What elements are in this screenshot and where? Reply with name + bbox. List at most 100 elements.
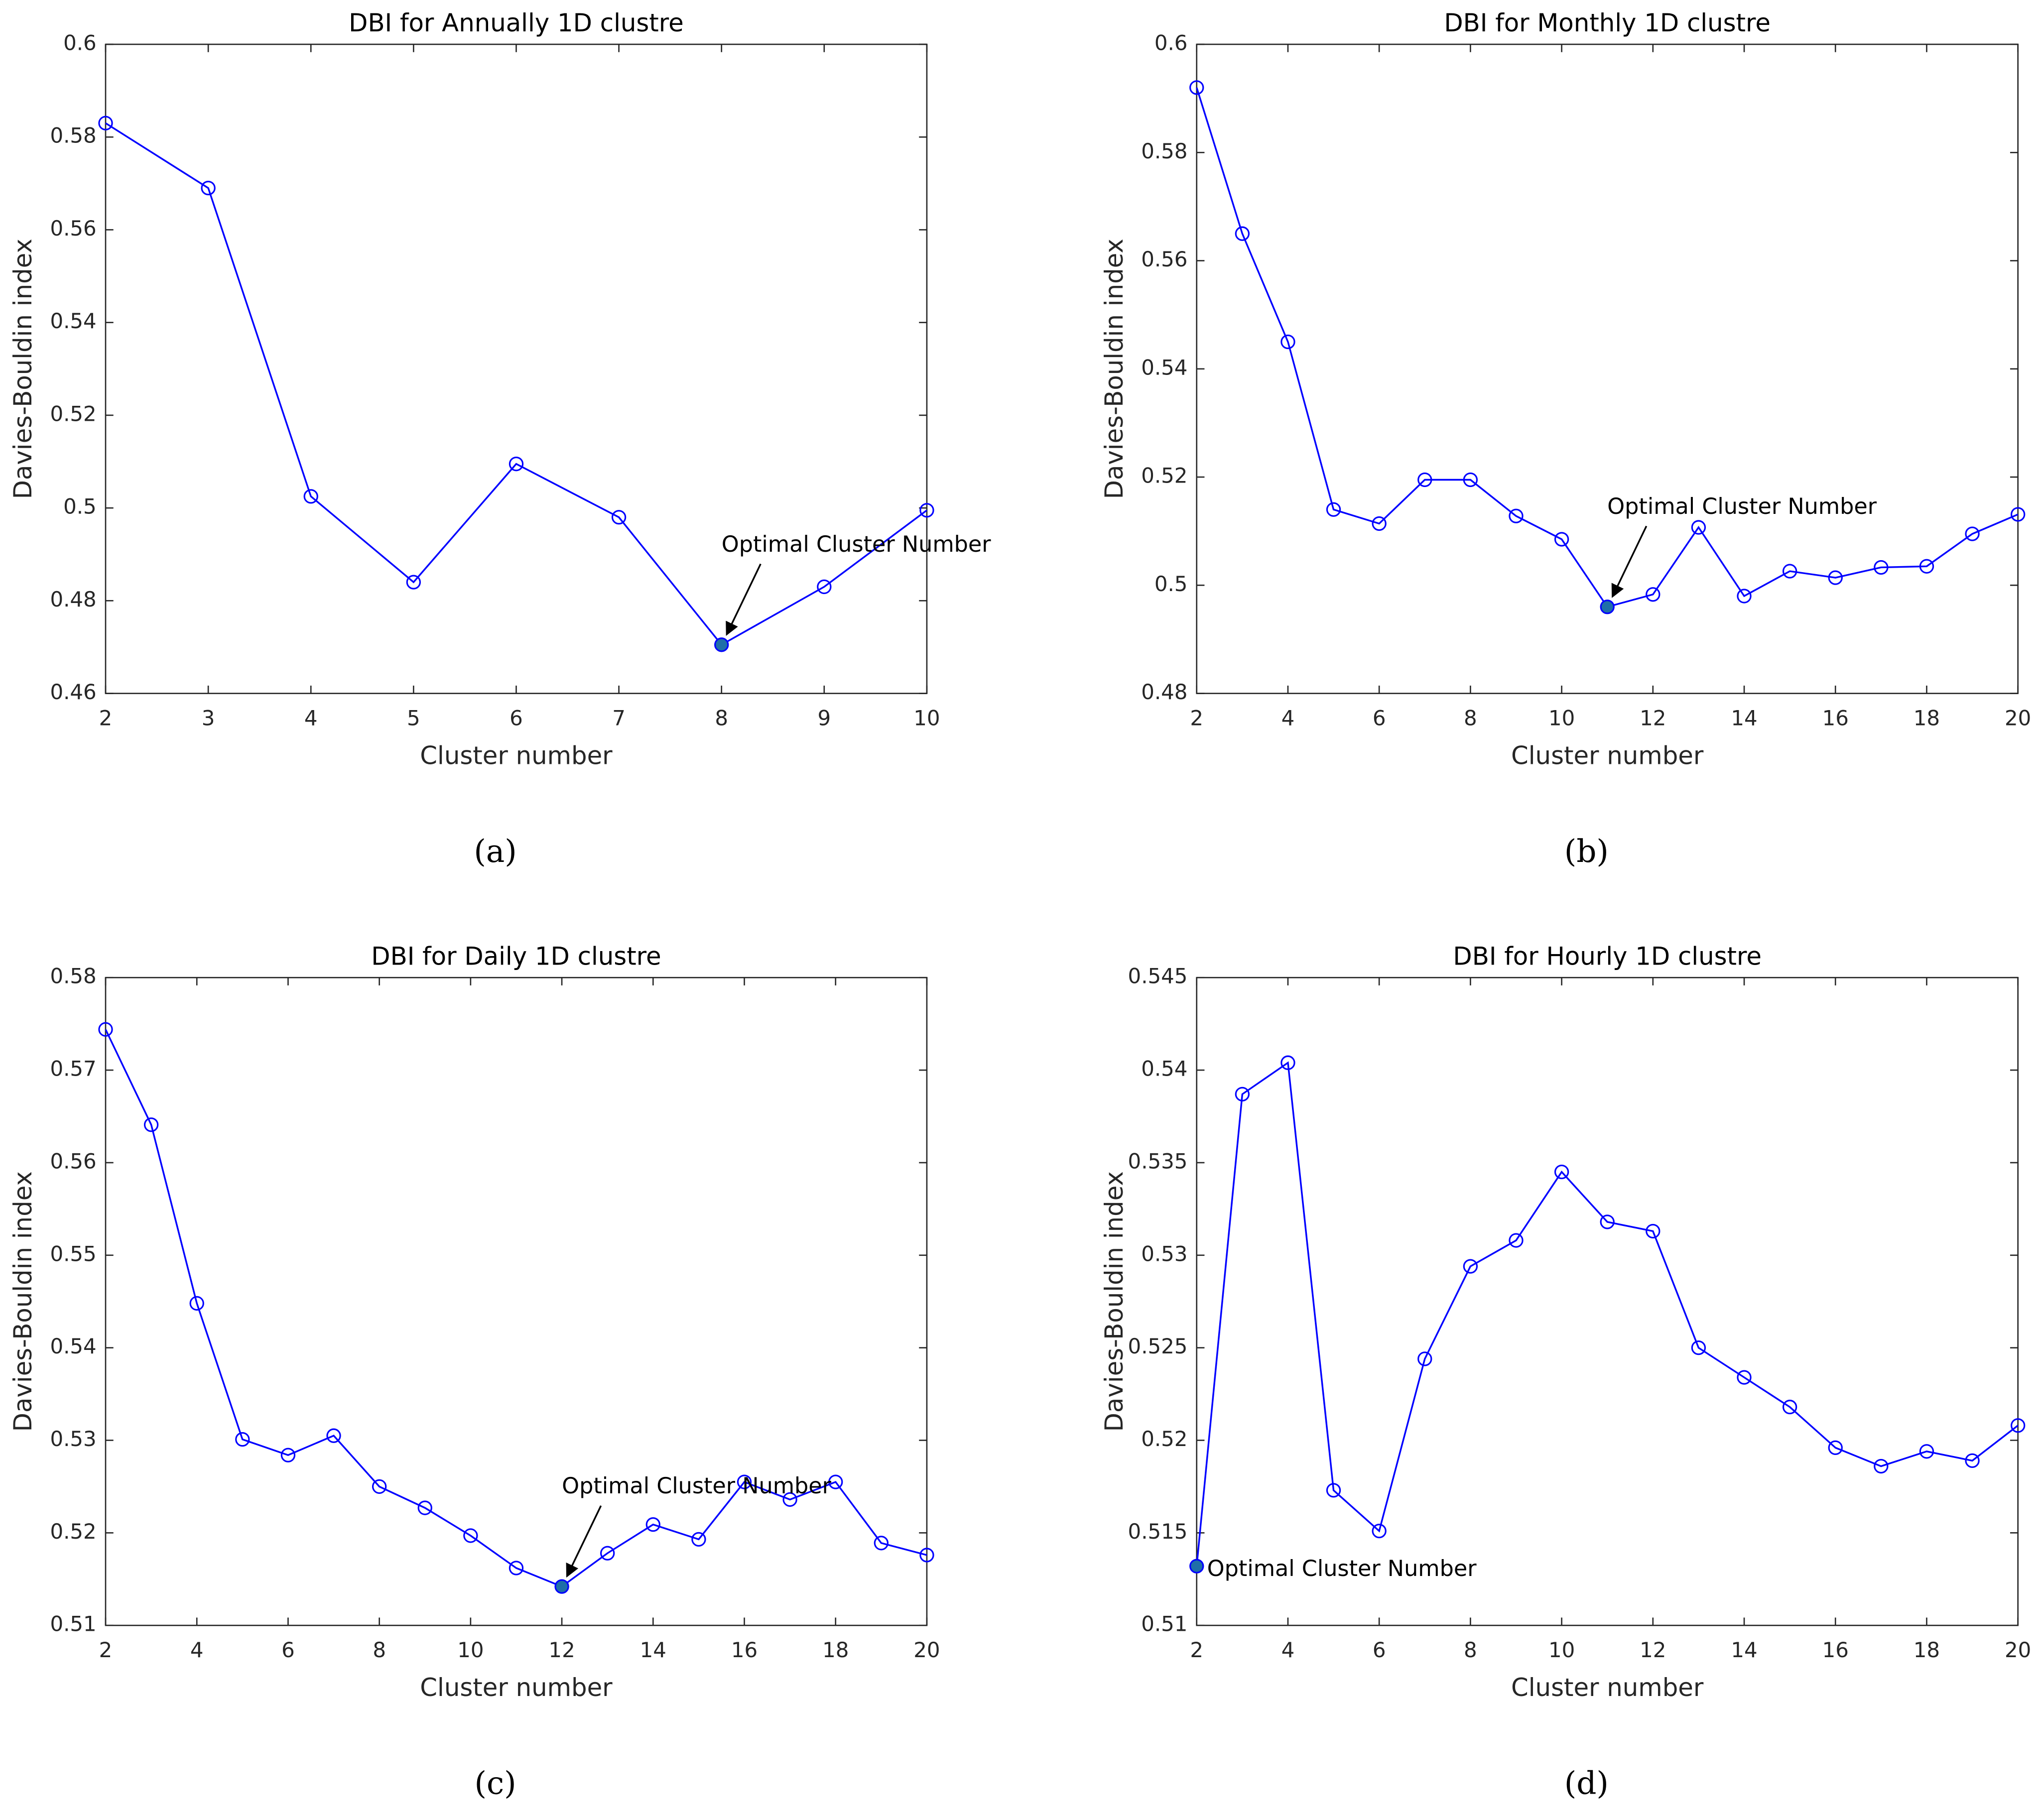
x-tick-label: 8 — [373, 1638, 386, 1662]
caption: (b) — [1564, 833, 1609, 869]
annotation-arrow — [566, 1505, 602, 1578]
y-tick-label: 0.52 — [50, 1519, 96, 1544]
x-axis-label: Cluster number — [420, 1673, 613, 1702]
data-point — [1874, 1458, 1889, 1474]
data-point — [2010, 507, 2026, 522]
x-tick-label: 3 — [202, 706, 215, 730]
y-tick-label: 0.53 — [1141, 1241, 1187, 1266]
y-tick-label: 0.52 — [1141, 464, 1187, 488]
data-point — [1828, 570, 1843, 585]
data-point — [1235, 1087, 1250, 1102]
data-point — [1417, 472, 1432, 487]
data-point — [189, 1296, 204, 1311]
x-tick-label: 2 — [99, 1638, 113, 1662]
chart-title: DBI for Hourly 1D clustre — [1453, 942, 1762, 970]
y-tick-label: 0.6 — [63, 30, 97, 55]
data-point — [1782, 564, 1797, 579]
plot-area — [105, 976, 928, 1626]
data-point — [828, 1474, 843, 1489]
panel: 2 4 6 8 10 12 14 16 18 20 0.51 0.52 0.53 0.54 0.55 0.56… — [8, 942, 940, 1801]
x-tick-label: 10 — [1548, 1638, 1575, 1662]
annotation: Optimal Cluster Number — [1207, 1556, 1477, 1581]
annotation-arrow — [726, 563, 762, 636]
chart-title: DBI for Daily 1D clustre — [371, 942, 661, 970]
y-tick-label: 0.58 — [50, 964, 96, 988]
data-point — [1326, 1483, 1341, 1498]
data-point — [691, 1532, 706, 1547]
x-tick-label: 4 — [304, 706, 318, 730]
x-tick-label: 18 — [1914, 1638, 1940, 1662]
y-tick-label: 0.535 — [1128, 1149, 1188, 1173]
x-tick-label: 20 — [913, 1638, 940, 1662]
data-point — [1189, 1559, 1204, 1574]
x-tick-label: 10 — [1548, 706, 1575, 730]
data-point — [645, 1517, 660, 1532]
data-point — [1189, 80, 1204, 95]
x-tick-label: 20 — [2005, 1638, 2031, 1662]
y-tick-label: 0.46 — [50, 680, 96, 704]
data-line — [105, 122, 927, 646]
caption: (a) — [474, 833, 516, 869]
data-line — [1196, 1061, 2019, 1567]
data-point — [919, 1548, 934, 1563]
x-tick-label: 12 — [548, 1638, 575, 1662]
y-axis-label: Davies-Bouldin index — [1100, 1171, 1129, 1432]
data-point — [235, 1432, 250, 1447]
data-point — [1600, 1214, 1615, 1229]
plot-area — [1196, 976, 2019, 1626]
data-point — [919, 503, 934, 518]
panel: 2 4 6 8 10 12 14 16 18 20 0.48 0.5 0.52 0.54 0.56 0.58 0… — [1100, 8, 2031, 869]
data-point — [303, 489, 318, 504]
y-tick-label: 0.57 — [50, 1057, 96, 1081]
x-tick-label: 12 — [1640, 706, 1666, 730]
x-tick-label: 18 — [822, 1638, 849, 1662]
x-tick-label: 6 — [510, 706, 523, 730]
x-tick-label: 4 — [1281, 1638, 1295, 1662]
data-point — [509, 457, 524, 472]
y-tick-label: 0.58 — [1141, 139, 1187, 163]
x-tick-label: 14 — [1731, 706, 1757, 730]
data-point — [1509, 508, 1524, 523]
data-point — [1372, 516, 1387, 531]
data-point — [782, 1492, 797, 1507]
data-point — [1691, 1340, 1706, 1355]
y-tick-label: 0.56 — [50, 1149, 96, 1173]
data-point — [1554, 532, 1569, 547]
y-tick-label: 0.54 — [50, 1334, 96, 1358]
x-tick-label: 10 — [457, 1638, 484, 1662]
y-tick-label: 0.48 — [50, 587, 96, 611]
data-point — [1600, 600, 1615, 614]
x-tick-label: 16 — [731, 1638, 758, 1662]
y-tick-label: 0.5 — [63, 494, 97, 519]
data-point — [737, 1474, 752, 1489]
data-point — [1874, 560, 1889, 575]
y-tick-label: 0.51 — [50, 1612, 96, 1636]
y-tick-label: 0.54 — [50, 309, 96, 333]
y-tick-label: 0.52 — [50, 401, 96, 426]
y-tick-label: 0.5 — [1154, 572, 1188, 596]
x-tick-label: 4 — [1281, 706, 1295, 730]
data-point — [1828, 1440, 1843, 1455]
caption: (c) — [475, 1765, 516, 1802]
data-point — [1691, 520, 1706, 535]
caption: (d) — [1564, 1765, 1609, 1802]
y-tick-label: 0.58 — [50, 123, 96, 148]
x-tick-label: 6 — [281, 1638, 295, 1662]
y-axis-label: Davies-Bouldin index — [8, 1171, 37, 1432]
y-axis-label: Davies-Bouldin index — [1100, 239, 1129, 499]
annotation: Optimal Cluster Number — [1607, 494, 1877, 519]
x-tick-label: 12 — [1640, 1638, 1666, 1662]
data-point — [1463, 1259, 1478, 1274]
data-point — [1280, 334, 1295, 350]
data-point — [509, 1561, 524, 1575]
data-point — [1919, 1444, 1934, 1459]
x-axis-label: Cluster number — [420, 741, 613, 770]
x-tick-label: 8 — [1464, 706, 1477, 730]
plot-area — [105, 43, 928, 694]
data-point — [1280, 1055, 1295, 1070]
data-point — [1965, 1453, 1980, 1468]
y-tick-label: 0.48 — [1141, 680, 1187, 704]
y-tick-label: 0.55 — [50, 1241, 96, 1266]
y-tick-label: 0.56 — [1141, 247, 1187, 271]
y-tick-label: 0.545 — [1128, 964, 1188, 988]
